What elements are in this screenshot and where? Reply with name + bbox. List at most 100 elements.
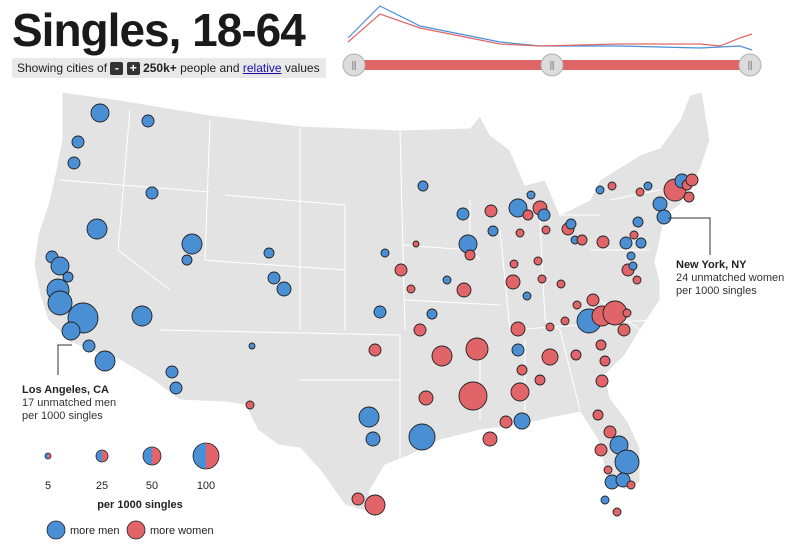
city-bubble[interactable] bbox=[576, 234, 588, 246]
city-bubble[interactable] bbox=[373, 305, 387, 319]
city-bubble[interactable] bbox=[560, 316, 570, 326]
city-bubble[interactable] bbox=[628, 261, 638, 271]
city-bubble[interactable] bbox=[592, 409, 604, 421]
city-bubble[interactable] bbox=[263, 247, 275, 259]
city-bubble[interactable] bbox=[61, 321, 81, 341]
city-bubble[interactable] bbox=[545, 322, 555, 332]
city-bubble[interactable] bbox=[82, 339, 96, 353]
city-bubble[interactable] bbox=[629, 230, 639, 240]
city-bubble[interactable] bbox=[464, 249, 476, 261]
city-bubble[interactable] bbox=[515, 228, 525, 238]
city-bubble[interactable] bbox=[565, 218, 577, 230]
city-bubble[interactable] bbox=[511, 343, 525, 357]
city-bubble[interactable] bbox=[603, 425, 617, 439]
city-bubble[interactable] bbox=[570, 349, 582, 361]
decrease-threshold-button[interactable]: - bbox=[110, 62, 124, 76]
city-bubble[interactable] bbox=[406, 284, 416, 294]
city-bubble[interactable] bbox=[412, 240, 420, 248]
city-bubble[interactable] bbox=[541, 225, 551, 235]
city-bubble[interactable] bbox=[537, 208, 551, 222]
city-bubble[interactable] bbox=[380, 248, 390, 258]
city-bubble[interactable] bbox=[603, 465, 613, 475]
slider-handle-start[interactable]: ⫼ bbox=[342, 53, 366, 77]
city-bubble[interactable] bbox=[599, 355, 611, 367]
city-bubble[interactable] bbox=[94, 350, 116, 372]
slider-handle-mid[interactable]: ⫼ bbox=[540, 53, 564, 77]
city-bubble[interactable] bbox=[181, 233, 203, 255]
city-bubble[interactable] bbox=[626, 480, 636, 490]
city-bubble[interactable] bbox=[408, 423, 436, 451]
city-bubble[interactable] bbox=[632, 275, 642, 285]
city-bubble[interactable] bbox=[245, 400, 255, 410]
city-bubble[interactable] bbox=[62, 271, 74, 283]
city-bubble[interactable] bbox=[635, 187, 645, 197]
city-bubble[interactable] bbox=[165, 365, 179, 379]
city-bubble[interactable] bbox=[541, 348, 559, 366]
city-bubble[interactable] bbox=[358, 406, 380, 428]
city-bubble[interactable] bbox=[487, 225, 499, 237]
city-bubble[interactable] bbox=[522, 209, 534, 221]
city-bubble[interactable] bbox=[90, 103, 110, 123]
city-bubble[interactable] bbox=[131, 305, 153, 327]
city-bubble[interactable] bbox=[556, 279, 566, 289]
city-bubble[interactable] bbox=[595, 185, 605, 195]
city-bubble[interactable] bbox=[607, 181, 617, 191]
city-bubble[interactable] bbox=[86, 218, 108, 240]
city-bubble[interactable] bbox=[600, 495, 610, 505]
city-bubble[interactable] bbox=[499, 415, 513, 429]
city-bubble[interactable] bbox=[394, 263, 408, 277]
city-bubble[interactable] bbox=[67, 156, 81, 170]
city-bubble[interactable] bbox=[652, 196, 668, 212]
city-bubble[interactable] bbox=[365, 431, 381, 447]
city-bubble[interactable] bbox=[141, 114, 155, 128]
city-bubble[interactable] bbox=[510, 382, 530, 402]
city-bubble[interactable] bbox=[50, 256, 70, 276]
city-bubble[interactable] bbox=[505, 274, 521, 290]
city-bubble[interactable] bbox=[47, 290, 73, 316]
relative-values-link[interactable]: relative bbox=[242, 61, 282, 75]
city-bubble[interactable] bbox=[533, 256, 543, 266]
city-bubble[interactable] bbox=[612, 507, 622, 517]
city-bubble[interactable] bbox=[456, 282, 472, 298]
city-bubble[interactable] bbox=[572, 300, 582, 310]
city-bubble[interactable] bbox=[685, 173, 699, 187]
city-bubble[interactable] bbox=[276, 281, 292, 297]
city-bubble[interactable] bbox=[594, 443, 608, 457]
city-bubble[interactable] bbox=[417, 180, 429, 192]
city-bubble[interactable] bbox=[586, 293, 600, 307]
city-bubble[interactable] bbox=[368, 343, 382, 357]
city-bubble[interactable] bbox=[615, 472, 631, 488]
city-bubble[interactable] bbox=[619, 236, 633, 250]
city-bubble[interactable] bbox=[418, 390, 434, 406]
city-bubble[interactable] bbox=[614, 449, 640, 475]
city-bubble[interactable] bbox=[534, 374, 546, 386]
increase-threshold-button[interactable]: + bbox=[126, 62, 140, 76]
city-bubble[interactable] bbox=[596, 235, 610, 249]
city-bubble[interactable] bbox=[632, 216, 644, 228]
city-bubble[interactable] bbox=[145, 186, 159, 200]
city-bubble[interactable] bbox=[508, 198, 528, 218]
city-bubble[interactable] bbox=[458, 381, 488, 411]
city-bubble[interactable] bbox=[413, 323, 427, 337]
city-bubble[interactable] bbox=[248, 342, 256, 350]
city-bubble[interactable] bbox=[456, 207, 470, 221]
city-bubble[interactable] bbox=[364, 494, 386, 516]
city-bubble[interactable] bbox=[595, 374, 609, 388]
city-bubble[interactable] bbox=[351, 492, 365, 506]
city-bubble[interactable] bbox=[656, 209, 672, 225]
city-bubble[interactable] bbox=[595, 339, 607, 351]
city-bubble[interactable] bbox=[683, 191, 695, 203]
city-bubble[interactable] bbox=[626, 251, 636, 261]
city-bubble[interactable] bbox=[537, 274, 547, 284]
city-bubble[interactable] bbox=[71, 135, 85, 149]
city-bubble[interactable] bbox=[509, 259, 519, 269]
city-bubble[interactable] bbox=[635, 237, 647, 249]
city-bubble[interactable] bbox=[431, 345, 453, 367]
city-bubble[interactable] bbox=[617, 323, 631, 337]
city-bubble[interactable] bbox=[622, 308, 632, 318]
city-bubble[interactable] bbox=[510, 321, 526, 337]
city-bubble[interactable] bbox=[526, 190, 536, 200]
city-bubble[interactable] bbox=[465, 337, 489, 361]
city-bubble[interactable] bbox=[482, 431, 498, 447]
city-bubble[interactable] bbox=[169, 381, 183, 395]
